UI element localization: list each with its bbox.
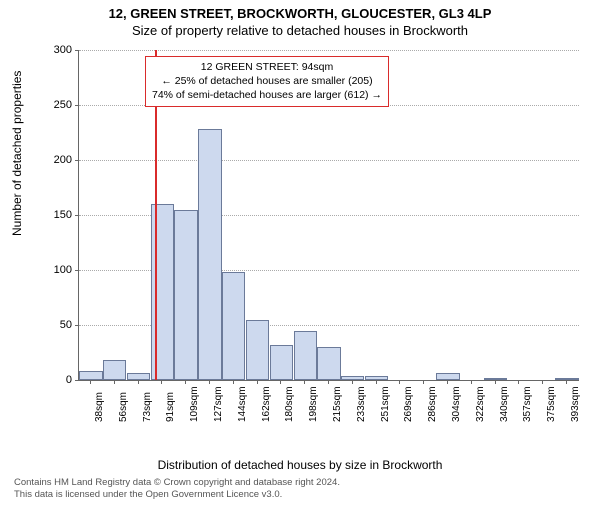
xtick-label: 56sqm [118,392,129,422]
ytick-label: 100 [42,264,72,276]
xtick-label: 322sqm [475,386,486,422]
y-axis-label: Number of detached properties [10,71,24,236]
xtick-mark [185,380,186,384]
xtick-label: 109sqm [189,386,200,422]
histogram-bar [79,371,102,380]
ytick-label: 200 [42,154,72,166]
ytick-label: 50 [42,319,72,331]
xtick-mark [161,380,162,384]
ytick-label: 250 [42,99,72,111]
ytick-mark [75,105,79,106]
xtick-label: 340sqm [499,386,510,422]
xtick-mark [90,380,91,384]
histogram-bar [127,373,150,380]
ytick-mark [75,380,79,381]
xtick-label: 127sqm [213,386,224,422]
histogram-bar [174,210,197,381]
xtick-label: 304sqm [451,386,462,422]
xtick-mark [233,380,234,384]
gridline [79,160,579,161]
xtick-mark [328,380,329,384]
histogram-bar [270,345,293,380]
xtick-label: 215sqm [332,386,343,422]
xtick-label: 393sqm [570,386,581,422]
histogram-bar [103,360,126,380]
xtick-mark [257,380,258,384]
xtick-label: 144sqm [237,386,248,422]
xtick-label: 73sqm [142,392,153,422]
xtick-mark [423,380,424,384]
property-callout: 12 GREEN STREET: 94sqm← 25% of detached … [145,56,389,107]
page-subtitle: Size of property relative to detached ho… [0,23,600,38]
xtick-mark [209,380,210,384]
histogram-bar [222,272,245,380]
histogram-bar [317,347,340,380]
xtick-mark [566,380,567,384]
ytick-mark [75,160,79,161]
xtick-label: 251sqm [380,386,391,422]
ytick-mark [75,325,79,326]
footer-line-1: Contains HM Land Registry data © Crown c… [14,477,340,488]
xtick-label: 162sqm [261,386,272,422]
page-title-address: 12, GREEN STREET, BROCKWORTH, GLOUCESTER… [0,6,600,21]
xtick-label: 357sqm [522,386,533,422]
histogram-bar [436,373,459,380]
footer-line-2: This data is licensed under the Open Gov… [14,489,340,500]
ytick-label: 300 [42,44,72,56]
ytick-mark [75,270,79,271]
xtick-mark [447,380,448,384]
xtick-label: 286sqm [427,386,438,422]
xtick-mark [304,380,305,384]
ytick-label: 150 [42,209,72,221]
xtick-label: 180sqm [284,386,295,422]
x-axis-label: Distribution of detached houses by size … [0,458,600,472]
callout-line: 12 GREEN STREET: 94sqm [152,60,382,74]
xtick-mark [114,380,115,384]
xtick-label: 38sqm [94,392,105,422]
histogram-bar [246,320,269,381]
xtick-label: 198sqm [308,386,319,422]
xtick-label: 375sqm [546,386,557,422]
histogram-bar [484,378,507,380]
gridline [79,50,579,51]
ytick-label: 0 [42,374,72,386]
xtick-mark [495,380,496,384]
callout-line: 74% of semi-detached houses are larger (… [152,88,382,102]
xtick-mark [399,380,400,384]
xtick-mark [518,380,519,384]
histogram-bar [151,204,174,380]
xtick-label: 91sqm [165,392,176,422]
xtick-mark [376,380,377,384]
xtick-mark [471,380,472,384]
histogram-chart: 12 GREEN STREET: 94sqm← 25% of detached … [48,50,578,420]
xtick-mark [352,380,353,384]
attribution-footer: Contains HM Land Registry data © Crown c… [14,477,340,500]
callout-line: ← 25% of detached houses are smaller (20… [152,74,382,88]
plot-area: 12 GREEN STREET: 94sqm← 25% of detached … [78,50,579,381]
histogram-bar [294,331,317,381]
xtick-mark [280,380,281,384]
xtick-label: 269sqm [403,386,414,422]
ytick-mark [75,215,79,216]
histogram-bar [198,129,221,380]
xtick-mark [542,380,543,384]
xtick-label: 233sqm [356,386,367,422]
xtick-mark [138,380,139,384]
ytick-mark [75,50,79,51]
histogram-bar [341,376,364,380]
